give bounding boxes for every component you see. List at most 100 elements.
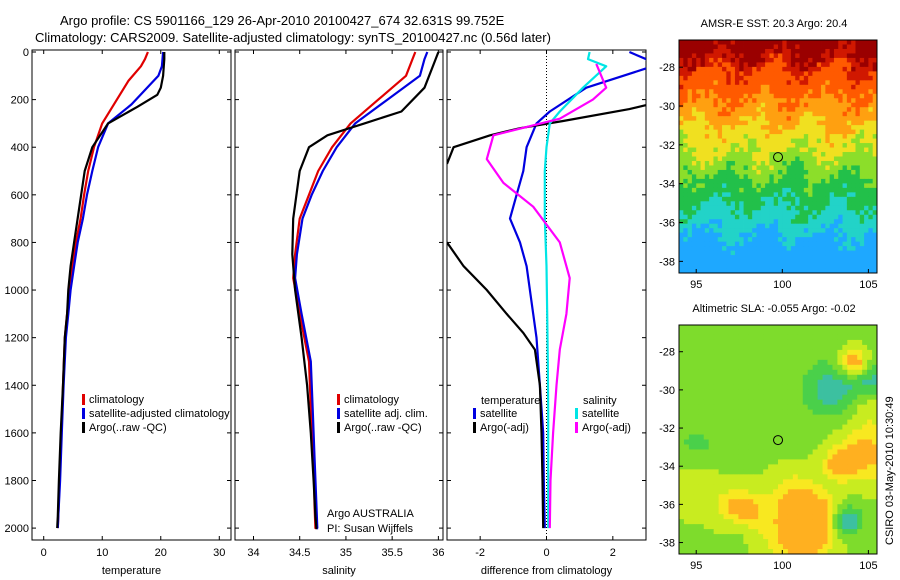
sst-cell [747,183,753,189]
sst-cell [726,268,732,274]
sla-cell [733,399,739,406]
sla-cell [679,369,685,376]
sla-cell [797,529,804,535]
sla-cell [787,379,794,386]
sst-cell [786,268,792,274]
sla-cell [768,339,774,346]
sst-cell [687,84,693,90]
sst-cell [696,134,701,139]
sla-cell [827,344,833,351]
sst-cell [734,174,740,180]
sla-cell [753,474,759,480]
sst-cell [833,259,839,265]
sla-cell [852,419,858,425]
sst-cell [778,152,783,157]
sla-cell [812,544,818,550]
sst-cell [756,84,762,90]
sla-cell [857,339,863,346]
x-tick-label: 100 [773,560,791,572]
sla-cell [708,325,715,331]
sst-cell [803,196,809,202]
sla-cell [748,369,754,376]
sla-cell [862,394,868,401]
sst-cell [778,174,783,180]
sst-cell [696,143,701,148]
sla-cell [842,494,848,500]
sst-cell [816,80,822,86]
sla-cell [723,369,729,376]
sst-cell [816,44,822,50]
sst-cell [756,214,762,220]
sst-cell [808,143,813,148]
sst-cell [756,107,762,113]
temperature-panel-frame [31,49,232,541]
sst-cell [842,255,848,260]
sst-cell [739,62,744,68]
sst-cell [739,116,744,122]
sst-cell [855,111,861,117]
sst-cell [786,178,792,184]
sla-cell [768,504,774,510]
sst-cell [696,93,701,99]
sla-cell [797,325,804,331]
sst-cell [825,134,831,139]
sla-cell [862,429,868,435]
sla-cell [698,444,705,450]
sla-cell [698,399,705,406]
sla-cell [842,489,848,495]
sst-cell [747,152,753,157]
sla-cell [857,519,863,525]
sla-cell [778,479,784,485]
sla-cell [837,494,843,500]
sla-cell [723,354,729,361]
sst-cell [790,268,796,274]
sla-cell [832,424,838,430]
sst-cell [739,232,744,238]
sst-cell [709,80,714,86]
sla-cell [837,359,843,366]
sst-cell [859,255,865,260]
sla-cell [852,364,858,371]
sla-cell [822,349,828,356]
sst-cell [713,53,719,59]
sla-cell [773,524,779,530]
sst-cell [778,196,783,202]
sla-cell [802,529,809,535]
sla-cell [693,519,700,525]
sst-cell [691,129,697,135]
x-tick-label: -2 [475,547,485,559]
sla-cell [842,444,848,450]
sst-cell [864,264,869,269]
sla-cell [857,439,863,445]
sst-cell [734,214,740,220]
sla-cell [817,344,823,351]
sla-cell [698,449,705,455]
sst-cell [851,210,856,216]
sst-cell [829,98,835,104]
sst-cell [821,129,826,135]
sla-cell [728,339,734,346]
sla-cell [852,459,858,465]
sst-cell [821,44,826,50]
sst-cell [795,210,800,216]
sst-cell [799,152,805,157]
sla-cell [773,414,779,420]
sla-cell [679,489,685,495]
sla-cell [688,459,695,465]
sst-cell [799,178,805,184]
sla-cell [852,325,858,331]
sst-cell [752,174,757,180]
sla-cell [852,389,858,396]
sla-cell [718,409,724,416]
sla-cell [763,419,769,425]
sst-cell [838,187,843,193]
sst-cell [799,48,805,54]
sst-cell [760,214,766,220]
sst-cell [760,205,766,211]
sla-cell [758,419,764,425]
sla-cell [787,329,794,336]
sla-cell [782,514,789,520]
sla-cell [698,369,705,376]
sla-cell [758,414,764,420]
sst-cell [679,165,684,171]
